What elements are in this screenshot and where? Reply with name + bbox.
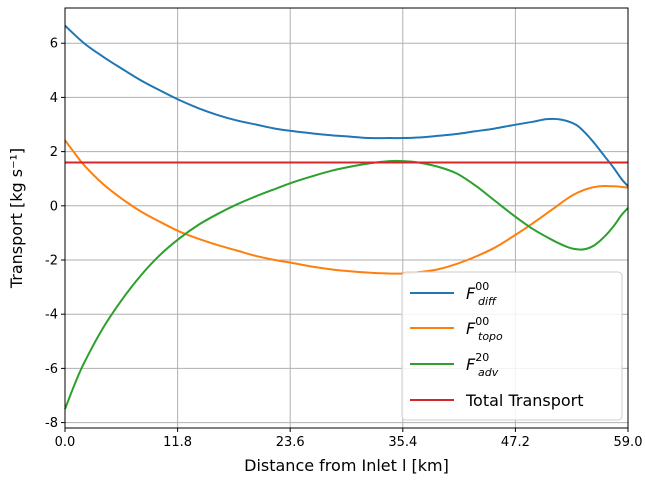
x-tick-label: 35.4 xyxy=(388,435,417,450)
series-group xyxy=(64,24,629,410)
series-line-1 xyxy=(64,139,629,275)
legend-label-base: F xyxy=(466,319,476,338)
y-tick-label: -8 xyxy=(45,416,58,431)
y-tick-label: 0 xyxy=(50,199,58,214)
y-tick-label: 2 xyxy=(50,145,58,160)
y-tick-label: -2 xyxy=(45,254,58,269)
legend-label: F20 adv xyxy=(466,351,499,379)
y-tick-label: 4 xyxy=(50,91,58,106)
x-axis-title: Distance from Inlet l [km] xyxy=(244,456,449,475)
legend-label-sup: 20 xyxy=(475,351,489,364)
y-tick-label: -4 xyxy=(45,308,58,323)
y-axis-title: Transport [kg s⁻¹] xyxy=(7,148,26,289)
x-tick-label: 47.2 xyxy=(501,435,530,450)
legend-label: F00 topo xyxy=(466,315,503,343)
y-tick-label: -6 xyxy=(45,362,58,377)
legend-box xyxy=(401,271,623,421)
legend-label-base: F xyxy=(466,355,476,374)
x-tick-label: 0.0 xyxy=(55,435,76,450)
grid xyxy=(64,8,629,428)
legend-label: Total Transport xyxy=(465,391,584,410)
legend-label-sub: adv xyxy=(478,366,499,379)
series-line-0 xyxy=(64,24,629,187)
x-tick-label: 59.0 xyxy=(614,435,643,450)
legend-label-base: F xyxy=(466,284,476,303)
ticks: 0.0 11.8 23.6 35.4 47.2 59.0 -8 -6 -4 -2 0 2 4 6 xyxy=(45,37,642,450)
legend-label-sub: topo xyxy=(478,330,503,343)
y-tick-label: 6 xyxy=(50,37,58,52)
x-tick-label: 23.6 xyxy=(276,435,305,450)
plot-frame xyxy=(64,7,629,429)
x-tick-label: 11.8 xyxy=(163,435,192,450)
legend-label: F00 diff xyxy=(466,280,497,308)
legend-label-sub: diff xyxy=(478,295,497,308)
legend-label-text: Total Transport xyxy=(465,391,584,410)
legend-label-sup: 00 xyxy=(475,280,489,293)
legend-label-sup: 00 xyxy=(475,315,489,328)
